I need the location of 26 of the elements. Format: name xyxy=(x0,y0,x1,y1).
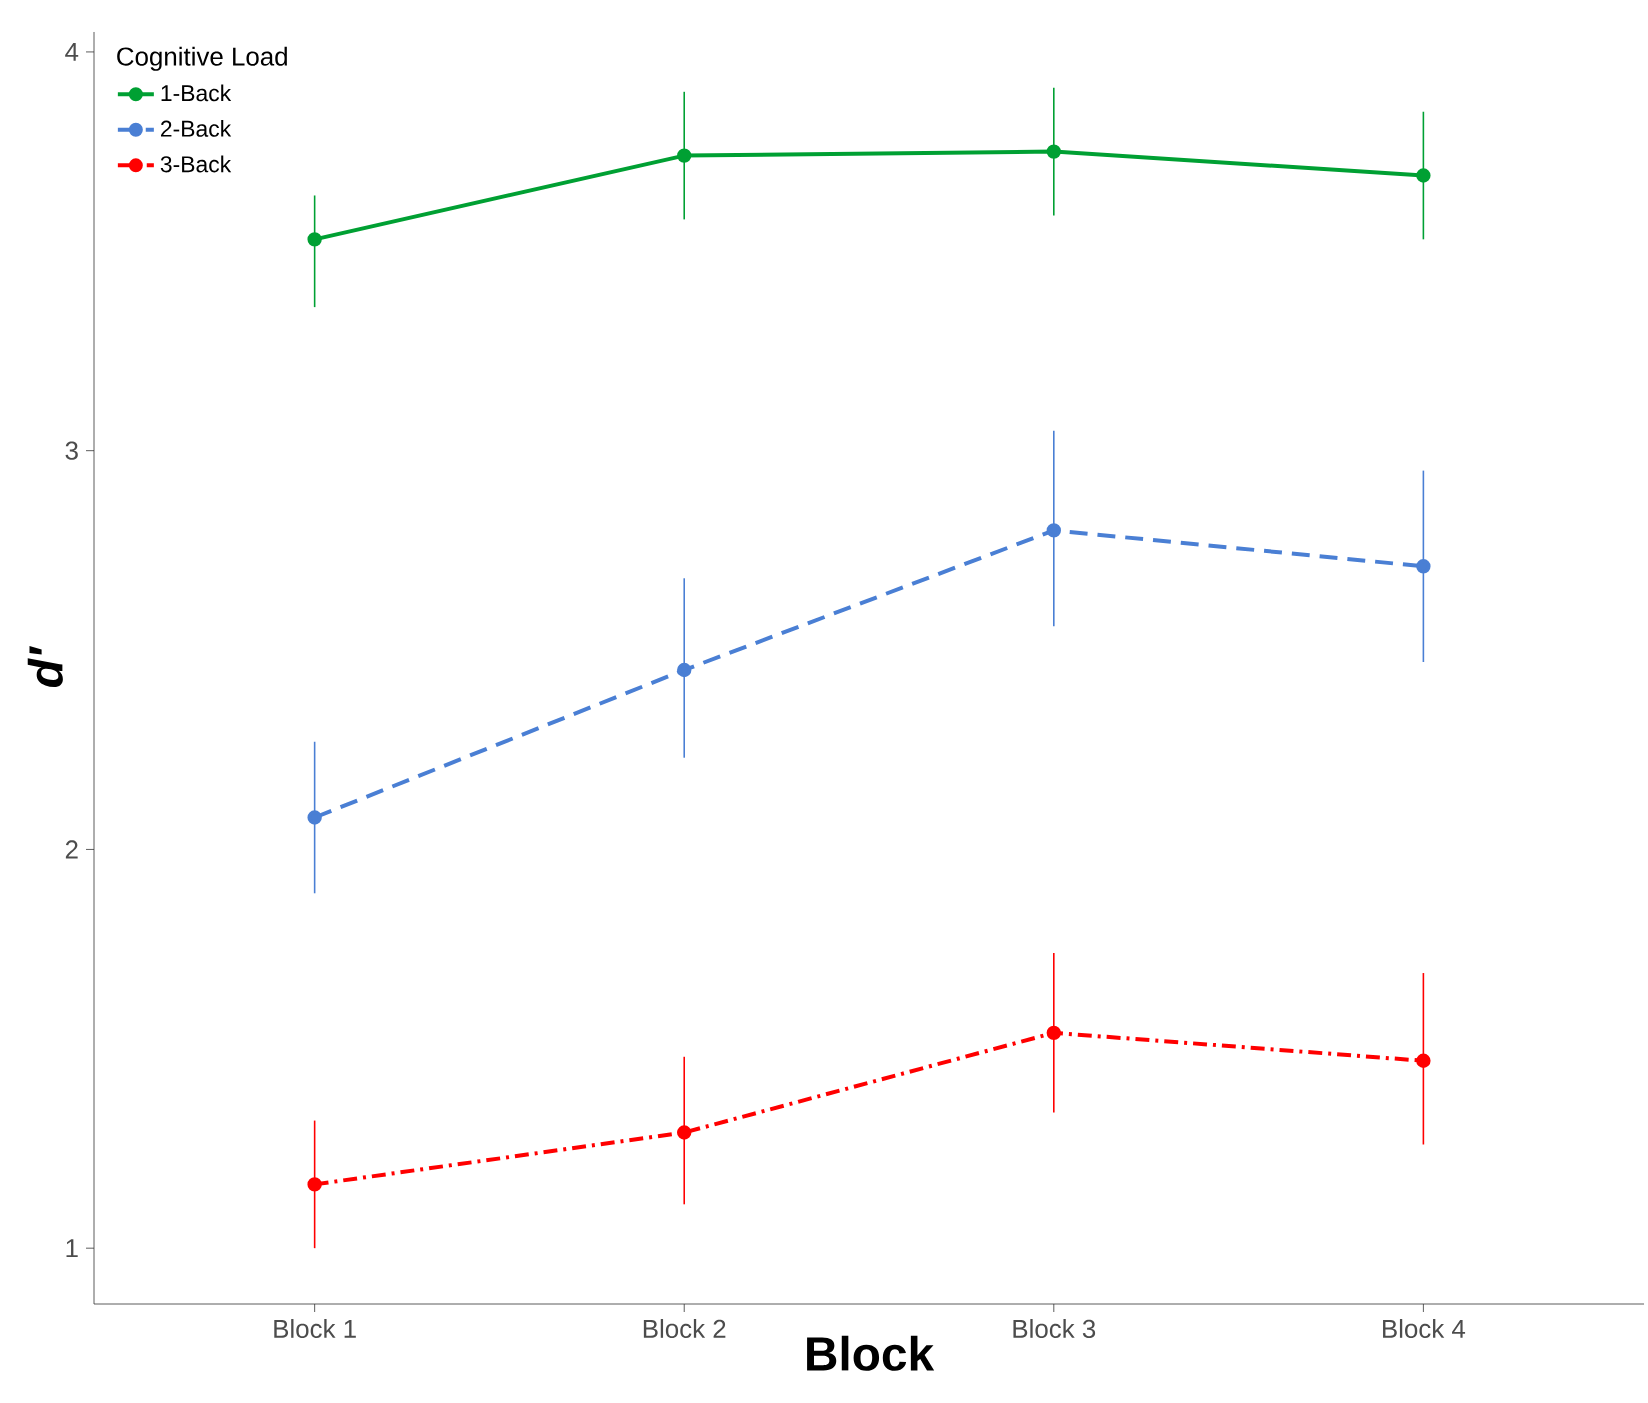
legend-label: 1-Back xyxy=(161,84,232,102)
point xyxy=(677,148,692,163)
x-tick-label: Block 1 xyxy=(274,1319,356,1339)
point xyxy=(307,810,322,825)
point xyxy=(1416,559,1431,574)
y-tick-label: 2 xyxy=(65,840,78,859)
legend-label: 3-Back xyxy=(160,155,232,173)
point xyxy=(677,662,692,678)
y-tick-label: 4 xyxy=(65,43,79,61)
y-axis-title: d′ xyxy=(27,645,63,687)
point xyxy=(1416,168,1431,183)
point xyxy=(1046,144,1061,159)
point xyxy=(307,232,322,247)
x-tick-label: Block 4 xyxy=(1383,1319,1466,1339)
y-tick-label: 3 xyxy=(65,441,78,460)
x-axis-title: Block xyxy=(807,1335,935,1371)
point xyxy=(1046,1025,1061,1041)
point xyxy=(1416,1053,1431,1068)
point xyxy=(1046,523,1061,538)
x-tick-label: Block 3 xyxy=(1013,1319,1096,1339)
legend-title: Cognitive Load xyxy=(117,46,287,71)
x-tick-label: Block 2 xyxy=(643,1319,726,1339)
point xyxy=(677,1125,692,1140)
point xyxy=(307,1177,322,1192)
y-tick-label: 1 xyxy=(66,1239,78,1258)
legend-label: 2-Back xyxy=(161,120,232,137)
